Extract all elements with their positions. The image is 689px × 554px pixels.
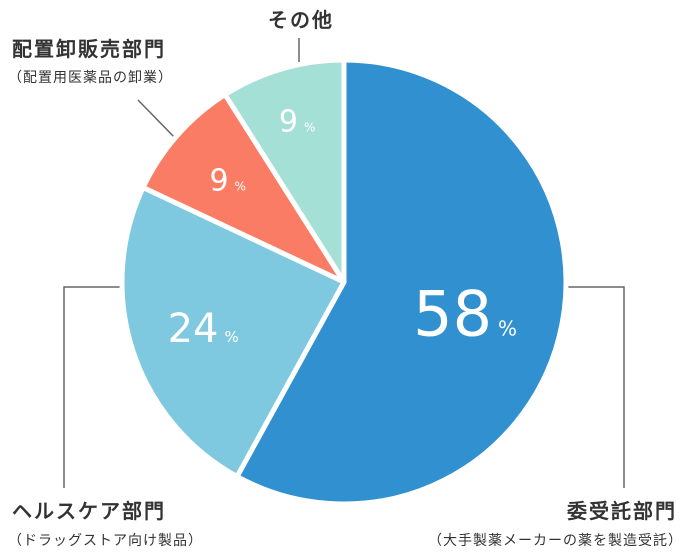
label-placement-wholesale: 配置卸販売部門: [12, 37, 166, 61]
pie-slice-placement-wholesale: [140, 92, 347, 285]
sublabel-contract-manufacturing: （大手製薬メーカーの薬を製造受託）: [428, 533, 683, 549]
pie-slices: [119, 57, 569, 507]
leader-placement-wholesale: [137, 99, 179, 142]
sublabel-placement-wholesale: （配置用医薬品の卸業）: [8, 70, 173, 86]
pie-slice-other: [222, 57, 347, 285]
pie-slice-healthcare: [119, 184, 347, 480]
value-label-contract-manufacturing: 58%: [413, 277, 517, 350]
value-labels: 58 % 24 % 9 % 9%: [168, 105, 517, 353]
sublabel-healthcare: （ドラッグストア向け製品）: [8, 533, 203, 549]
value-label-other: 9%: [279, 105, 316, 140]
value-label-placement-wholesale: 9%: [209, 163, 246, 198]
label-healthcare: ヘルスケア部門: [12, 499, 166, 523]
leader-contract-manufacturing: [565, 286, 625, 488]
label-other: その他: [268, 8, 334, 32]
pie-slice-contract-manufacturing: [234, 57, 569, 507]
leader-healthcare: [63, 286, 124, 488]
label-contract-manufacturing: 委受託部門: [567, 499, 677, 523]
value-label-healthcare: 24%: [168, 306, 239, 352]
